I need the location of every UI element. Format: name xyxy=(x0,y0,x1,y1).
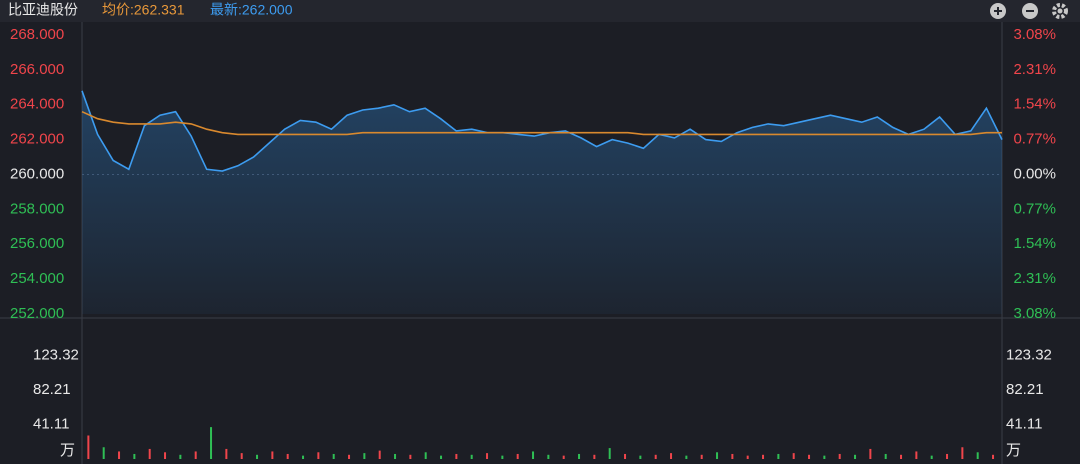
avg-price: 均价:262.331 xyxy=(102,2,185,18)
volume-bar xyxy=(317,452,320,459)
y2-tick-label: 0.77% xyxy=(1013,200,1056,217)
y2-tick-label: 3.08% xyxy=(1013,26,1056,43)
y-tick-label: 254.000 xyxy=(10,270,64,287)
volume-bar xyxy=(700,454,703,459)
volume-bar xyxy=(332,453,335,459)
y-tick-label-right: 41.11 xyxy=(1006,415,1042,432)
volume-bar xyxy=(884,453,887,459)
volume-bar xyxy=(670,453,673,459)
zoom-in-button[interactable] xyxy=(990,3,1006,19)
volume-bar xyxy=(302,455,305,459)
volume-bar xyxy=(654,454,657,459)
volume-bar xyxy=(118,451,121,459)
volume-bar xyxy=(256,454,259,459)
volume-bar xyxy=(440,455,443,459)
y-tick-label: 262.000 xyxy=(10,131,64,148)
volume-bar xyxy=(547,454,550,459)
volume-bar xyxy=(731,453,734,459)
volume-bar xyxy=(854,454,857,459)
y2-tick-label: 2.31% xyxy=(1013,270,1056,287)
volume-bar xyxy=(746,455,749,459)
volume-bar xyxy=(179,454,182,459)
volume-bar xyxy=(501,455,504,459)
volume-bar xyxy=(976,452,979,459)
y2-tick-label: 1.54% xyxy=(1013,235,1056,252)
y2-tick-label: 0.00% xyxy=(1013,165,1056,182)
y2-tick-label: 2.31% xyxy=(1013,61,1056,78)
y2-tick-label: 1.54% xyxy=(1013,96,1056,113)
y-tick-label: 123.32 xyxy=(33,346,79,363)
y-tick-label-right: 82.21 xyxy=(1006,381,1044,398)
volume-bar xyxy=(271,451,274,459)
volume-bar xyxy=(869,448,872,459)
volume-bar xyxy=(808,454,811,459)
volume-bar xyxy=(225,448,228,459)
y2-tick-label: 3.08% xyxy=(1013,305,1056,322)
volume-bar xyxy=(639,455,642,459)
volume-bar xyxy=(409,454,412,459)
y-tick-label: 82.21 xyxy=(33,381,71,398)
volume-bar xyxy=(624,453,627,459)
y-tick-label: 41.11 xyxy=(33,415,69,432)
volume-bar xyxy=(486,453,489,459)
volume-bar xyxy=(532,451,535,459)
y-tick-label: 266.000 xyxy=(10,61,64,78)
volume-bar xyxy=(164,452,167,459)
price-area xyxy=(82,90,1002,314)
volume-bar xyxy=(87,435,90,459)
y-unit: 万 xyxy=(60,442,75,459)
volume-bar xyxy=(823,455,826,459)
volume-bar xyxy=(930,455,933,459)
volume-bar xyxy=(363,453,366,459)
y-tick-label: 264.000 xyxy=(10,96,64,113)
volume-bar xyxy=(516,453,519,459)
volume-bar xyxy=(946,453,949,459)
y-tick-label: 268.000 xyxy=(10,26,64,43)
volume-bar xyxy=(424,452,427,459)
volume-bar xyxy=(716,452,719,459)
volume-bar xyxy=(578,453,581,459)
volume-bar xyxy=(394,453,397,459)
volume-bar xyxy=(608,448,611,459)
volume-bar xyxy=(240,453,243,459)
volume-bar xyxy=(961,447,964,459)
zoom-out-button[interactable] xyxy=(1022,3,1038,19)
volume-bar xyxy=(777,453,780,459)
y-tick-label: 258.000 xyxy=(10,200,64,217)
average-line xyxy=(81,110,1002,136)
volume-bar xyxy=(133,453,136,459)
y-tick-label: 260.000 xyxy=(10,165,64,182)
stock-name: 比亚迪股份 xyxy=(8,2,78,18)
price-line xyxy=(81,90,1003,172)
header-bar xyxy=(0,0,1080,22)
y-tick-label-right: 123.32 xyxy=(1006,346,1052,363)
volume-bar xyxy=(194,451,197,459)
volume-bar xyxy=(286,453,289,459)
volume-bar xyxy=(455,453,458,459)
y2-tick-label: 0.77% xyxy=(1013,131,1056,148)
volume-bar xyxy=(685,455,688,459)
last-price: 最新:262.000 xyxy=(210,2,293,18)
volume-bar xyxy=(348,454,351,459)
volume-bar xyxy=(900,454,903,459)
y-tick-label: 256.000 xyxy=(10,235,64,252)
volume-bar xyxy=(838,453,841,459)
volume-bar xyxy=(378,450,381,459)
volume-bar xyxy=(470,454,473,459)
settings-button[interactable] xyxy=(1052,3,1068,19)
volume-bar xyxy=(593,454,596,459)
volume-bar xyxy=(915,451,918,459)
volume-bar xyxy=(148,448,151,459)
y-unit-right: 万 xyxy=(1006,442,1021,459)
volume-bar xyxy=(762,454,765,459)
volume-bar xyxy=(210,427,213,459)
y-tick-label: 252.000 xyxy=(10,305,64,322)
volume-bar xyxy=(792,453,795,459)
volume-bar xyxy=(992,454,995,459)
volume-bar xyxy=(562,455,565,459)
volume-bar xyxy=(102,447,105,459)
